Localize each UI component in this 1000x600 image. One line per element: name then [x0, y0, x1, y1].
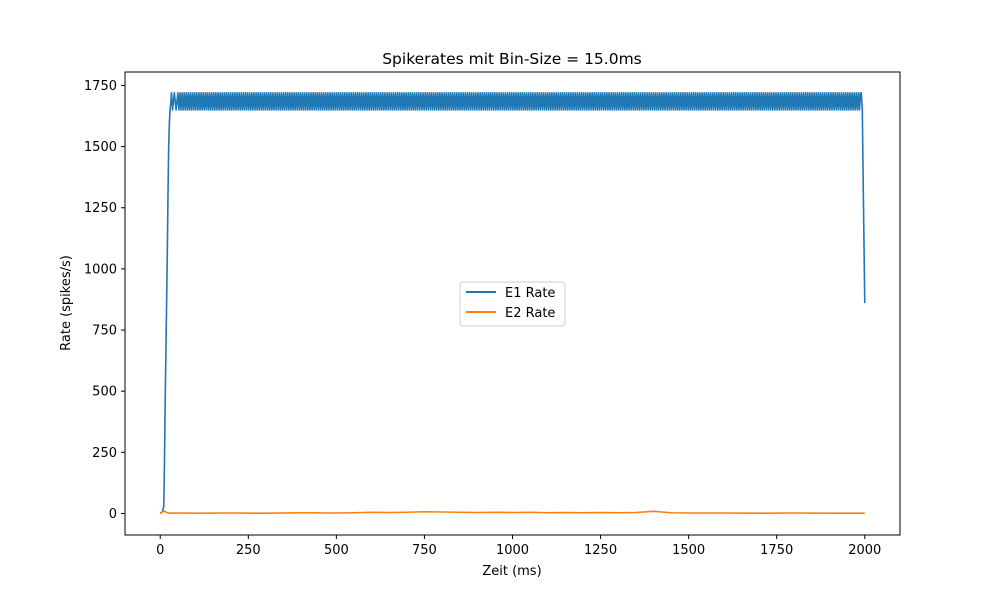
- y-tick-label: 1000: [84, 262, 117, 277]
- x-tick-label: 1250: [584, 543, 617, 558]
- x-tick-label: 0: [156, 543, 164, 558]
- series-layer: [159, 91, 866, 515]
- x-tick-label: 2000: [848, 543, 881, 558]
- y-axis-ticks: 0 250 500 750 1000 1250 1500 1750: [84, 79, 125, 522]
- legend-label-e2: E2 Rate: [505, 306, 555, 321]
- y-tick-label: 250: [92, 446, 117, 461]
- y-tick-label: 750: [92, 324, 117, 339]
- x-tick-label: 750: [412, 543, 437, 558]
- legend: E1 Rate E2 Rate: [459, 281, 566, 327]
- x-tick-label: 1500: [672, 543, 705, 558]
- series-line-e2: [159, 510, 865, 515]
- x-tick-label: 500: [324, 543, 349, 558]
- series-line-e1: [159, 91, 866, 515]
- y-axis-label: Rate (spikes/s): [59, 255, 74, 351]
- x-axis-label: Zeit (ms): [482, 564, 541, 579]
- y-tick-label: 500: [92, 385, 117, 400]
- x-tick-label: 1750: [760, 543, 793, 558]
- y-tick-label: 1500: [84, 140, 117, 155]
- x-axis-ticks: 0 250 500 750 1000 1250 1500 1750 2000: [156, 535, 881, 558]
- y-tick-label: 1250: [84, 201, 117, 216]
- x-tick-label: 250: [236, 543, 261, 558]
- x-tick-label: 1000: [496, 543, 529, 558]
- y-tick-label: 0: [109, 507, 117, 522]
- legend-label-e1: E1 Rate: [505, 286, 555, 301]
- chart-title: Spikerates mit Bin-Size = 15.0ms: [382, 50, 642, 68]
- y-tick-label: 1750: [84, 79, 117, 94]
